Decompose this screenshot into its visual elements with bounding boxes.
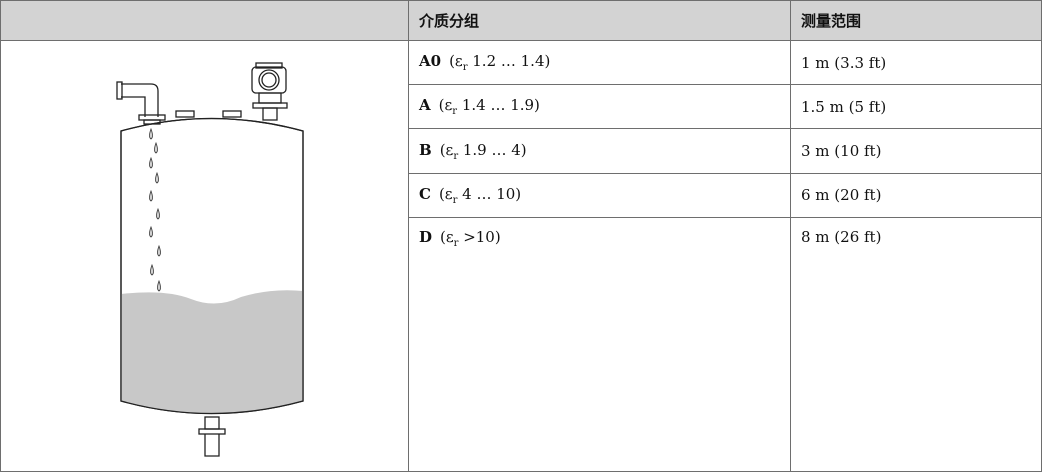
table-row: A0 (εr 1.2 … 1.4) 1 m (3.3 ft)	[0, 39, 1042, 472]
epsilon: (ε	[438, 184, 453, 203]
group-cell: B (εr 1.9 … 4)	[408, 128, 791, 174]
header-cell	[0, 0, 409, 41]
group-cell: D (εr >10)	[408, 216, 791, 472]
range-cell: 1.5 m (5 ft)	[790, 84, 1042, 130]
header-cell: 测量范围	[790, 0, 1042, 41]
epsilon: (ε	[440, 227, 454, 246]
range-cell: 3 m (10 ft)	[790, 128, 1042, 174]
subscript: r	[453, 237, 459, 249]
header-row: 介质分组 测量范围	[0, 0, 1042, 41]
subscript: r	[452, 194, 458, 206]
group-name: B	[419, 140, 432, 159]
group-name: A0	[419, 52, 442, 71]
permittivity-range: 4 … 10)	[457, 184, 522, 203]
permittivity-range: 1.2 … 1.4)	[467, 52, 551, 71]
group-cell: A0 (εr 1.2 … 1.4)	[408, 39, 791, 86]
image-cell	[0, 40, 409, 472]
group-name: A	[419, 96, 431, 115]
header-cell: 介质分组	[408, 0, 791, 41]
tank-illustration	[116, 62, 304, 457]
subscript: r	[452, 106, 458, 118]
epsilon: (ε	[449, 52, 463, 71]
table-row: B (εr 1.9 … 4) 3 m (10 ft)	[1, 128, 1042, 174]
permittivity-range: >10)	[458, 227, 501, 246]
permittivity-range: 1.4 … 1.9)	[457, 96, 540, 115]
subscript: r	[453, 150, 459, 162]
table-row: D (εr >10) 8 m (26 ft)	[1, 216, 1042, 472]
group-name: D	[419, 227, 433, 246]
table-row: C (εr 4 … 10) 6 m (20 ft)	[1, 172, 1042, 218]
permittivity-range: 1.9 … 4)	[458, 140, 527, 159]
group-cell: A (εr 1.4 … 1.9)	[408, 84, 791, 130]
range-cell: 1 m (3.3 ft)	[790, 39, 1042, 86]
group-cell: C (εr 4 … 10)	[408, 172, 791, 218]
group-name: C	[419, 184, 431, 203]
epsilon: (ε	[438, 96, 453, 115]
epsilon: (ε	[439, 140, 454, 159]
subscript: r	[462, 62, 468, 74]
range-cell: 6 m (20 ft)	[790, 172, 1042, 218]
range-cell: 8 m (26 ft)	[790, 216, 1042, 472]
